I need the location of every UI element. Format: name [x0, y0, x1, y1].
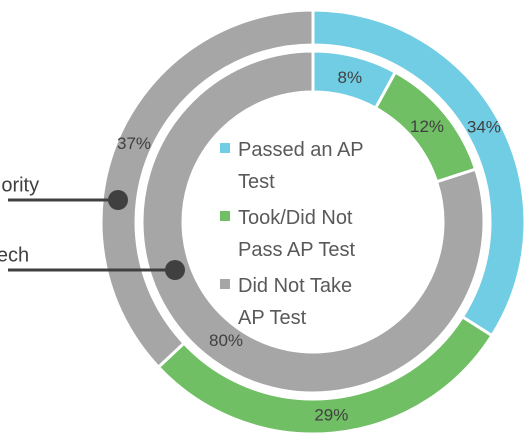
data-label: 8% — [338, 68, 363, 87]
legend-item: Took/Did Not Pass AP Test — [220, 202, 380, 266]
legend-item: Passed an AP Test — [220, 134, 380, 198]
legend: Passed an AP Test Took/Did Not Pass AP Te… — [220, 134, 380, 338]
donut-segment — [99, 8, 315, 370]
data-label: 37% — [117, 134, 151, 153]
legend-item: Did Not Take AP Test — [220, 270, 380, 334]
ring-label: Tech — [0, 244, 29, 266]
leader-dot — [108, 190, 128, 210]
data-label: 29% — [314, 406, 348, 425]
legend-swatch — [220, 143, 230, 153]
legend-swatch — [220, 211, 230, 221]
legend-label: Passed an AP Test — [238, 139, 364, 193]
ring-label: Priority — [0, 174, 39, 196]
data-label: 12% — [410, 117, 444, 136]
leader-dot — [165, 260, 185, 280]
data-label: 80% — [209, 331, 243, 350]
legend-label: Did Not Take AP Test — [238, 275, 353, 329]
legend-label: Took/Did Not Pass AP Test — [238, 207, 356, 261]
legend-swatch — [220, 279, 230, 289]
donut-segment — [140, 49, 486, 395]
data-label: 34% — [467, 118, 501, 137]
